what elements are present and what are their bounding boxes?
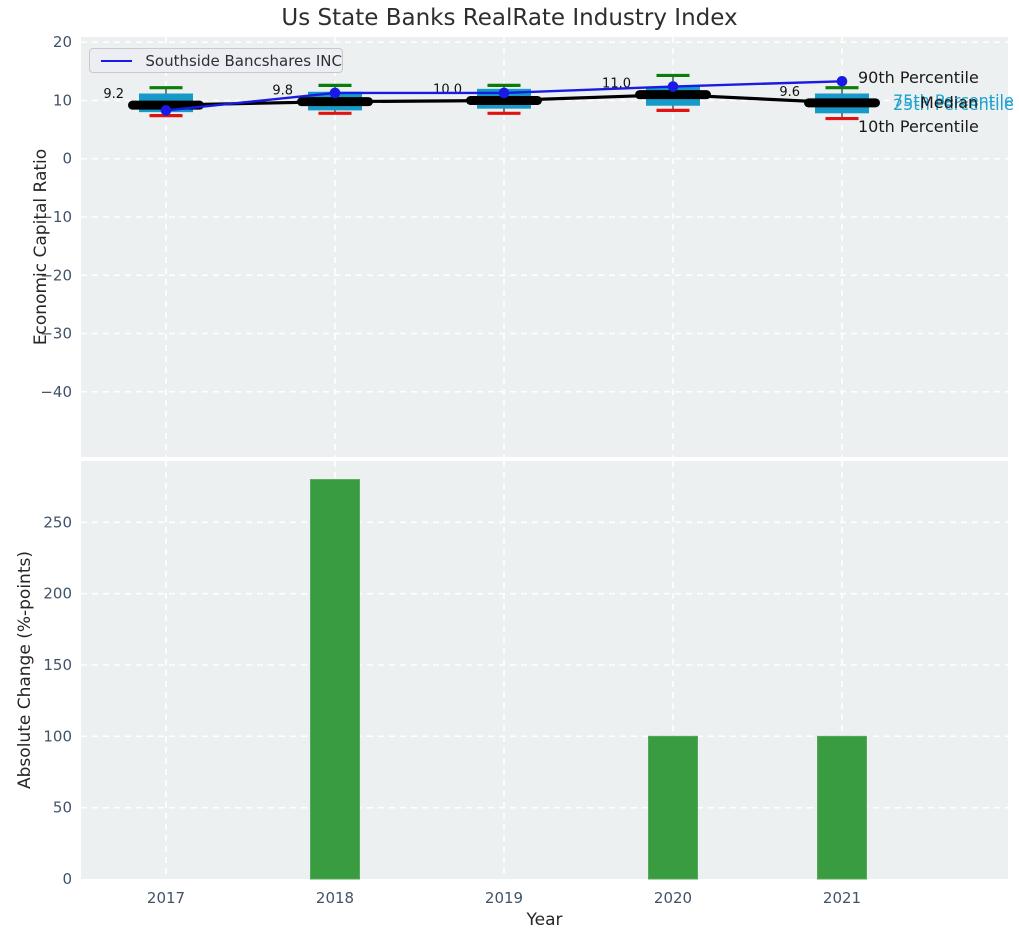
company-point [667,81,679,92]
x-tick-label: 2018 [316,889,354,907]
x-tick-label: 2020 [654,889,692,907]
y-tick-label-bottom: 200 [43,585,72,603]
y-tick-label-top: −20 [40,266,72,284]
bar-2021 [817,735,867,880]
y-tick-label-bottom: 0 [62,870,72,888]
median-value-label: 9.8 [272,84,293,99]
median-marker [804,98,880,108]
median-value-label: 9.6 [779,85,800,100]
annotation-median: Median [920,93,979,112]
x-axis-label: Year [526,910,563,930]
y-tick-label-top: −10 [40,208,72,226]
y-tick-label-top: 10 [53,91,72,109]
annotation-25th-percentile: 25th Percentile [893,95,1014,114]
company-point [160,105,172,116]
y-tick-label-top: −40 [40,383,72,401]
annotation-10th-percentile: 10th Percentile [858,117,979,136]
y-tick-label-bottom: 50 [53,799,72,817]
company-point [329,87,341,99]
legend-series-label: Southside Bancshares INC [145,51,342,70]
median-marker [297,97,373,107]
x-tick-label: 2017 [147,889,185,907]
legend: Southside Bancshares INC [89,48,343,73]
y-axis-label-bottom: Absolute Change (%-points) [15,551,35,789]
bar-2018 [310,479,360,880]
chart-title: Us State Banks RealRate Industry Index [281,5,738,31]
bottom-plot-background [81,461,1008,879]
x-tick-label: 2019 [485,889,523,907]
legend-line-swatch [101,59,133,62]
y-tick-label-bottom: 100 [43,727,72,745]
company-point [836,75,848,87]
y-tick-label-top: 20 [53,33,72,51]
annotation-75th-percentile: 75th Percentile [893,91,1014,110]
y-tick-label-bottom: 150 [43,656,72,674]
y-tick-label-top: −30 [40,325,72,343]
annotation-90th-percentile: 90th Percentile [858,68,979,87]
x-tick-label: 2021 [823,889,861,907]
y-axis-label-top: Economic Capital Ratio [31,148,51,346]
company-point [498,87,510,99]
bar-2020 [648,735,698,880]
y-tick-label-bottom: 250 [43,513,72,531]
median-marker [635,90,711,100]
median-value-label: 10.0 [433,82,462,97]
y-tick-label-top: 0 [62,150,72,168]
median-marker [466,95,542,105]
median-value-label: 9.2 [103,87,124,102]
